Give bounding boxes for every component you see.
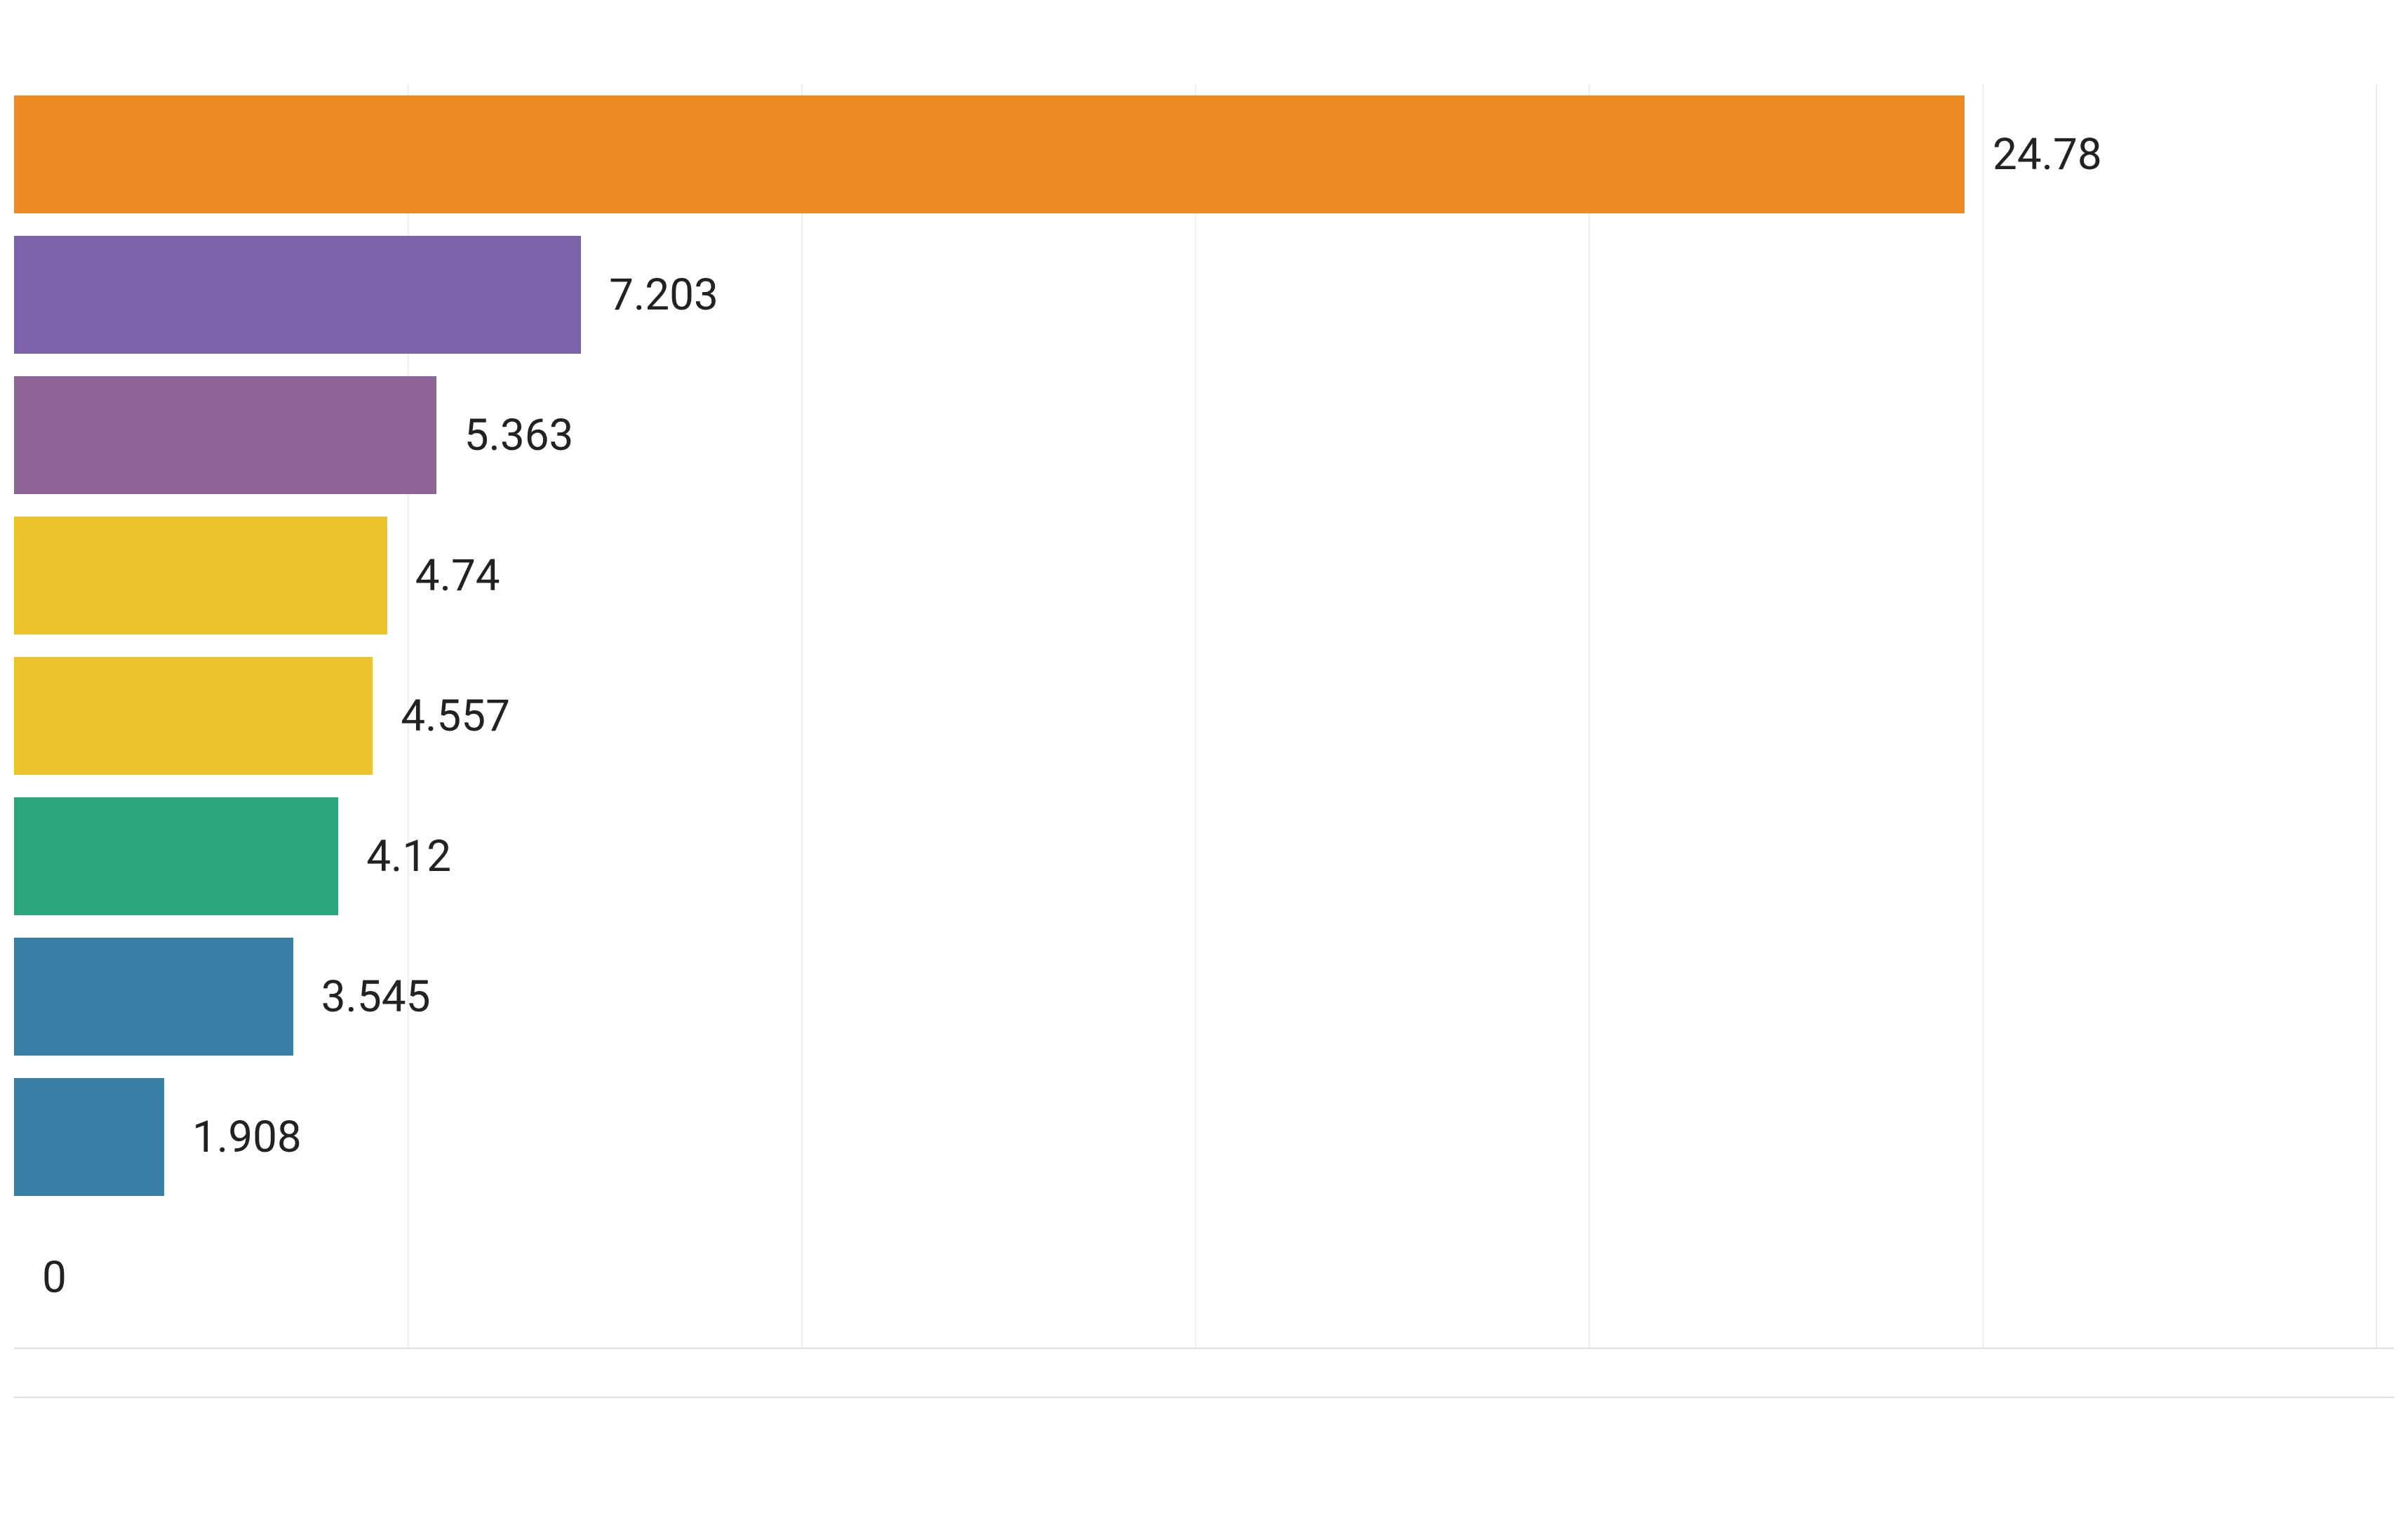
chart-value-label: 5.363 [464,365,574,505]
chart-bar [14,1078,164,1196]
chart-plot-area: 24.78 7.203 5.3634.744.5574.123.5451.908 0 [14,84,2394,1349]
chart-row: 0 [14,1207,2394,1348]
chart-bar [14,517,387,634]
chart-bar [14,376,436,494]
chart-value-label: 1.908 [192,1067,302,1207]
chart-row: 4.74 [14,505,2394,646]
chart-row: 7.203 [14,225,2394,365]
chart-value-label: 4.12 [366,786,451,926]
chart-row: 5.363 [14,365,2394,505]
chart-row: 4.557 [14,646,2394,786]
chart-bar [14,236,581,354]
chart-row: 3.545 [14,926,2394,1067]
chart-row: 24.78 [14,84,2394,225]
chart-bar [14,938,293,1056]
chart-row: 4.12 [14,786,2394,926]
chart-row: 1.908 [14,1067,2394,1207]
chart-value-label: 4.74 [415,505,500,646]
chart-value-label: 4.557 [401,646,510,786]
chart-value-label: 3.545 [321,926,431,1067]
chart-bar [14,657,373,775]
chart-footer-rule [14,1397,2394,1398]
chart-container: 24.78 7.203 5.3634.744.5574.123.5451.908 0 [14,84,2394,1432]
chart-value-label: 0 [42,1207,67,1348]
chart-value-label: 7.203 [609,225,718,365]
chart-value-label: 24.78 [1993,84,2102,225]
chart-bar [14,95,1965,213]
chart-bar [14,797,338,915]
